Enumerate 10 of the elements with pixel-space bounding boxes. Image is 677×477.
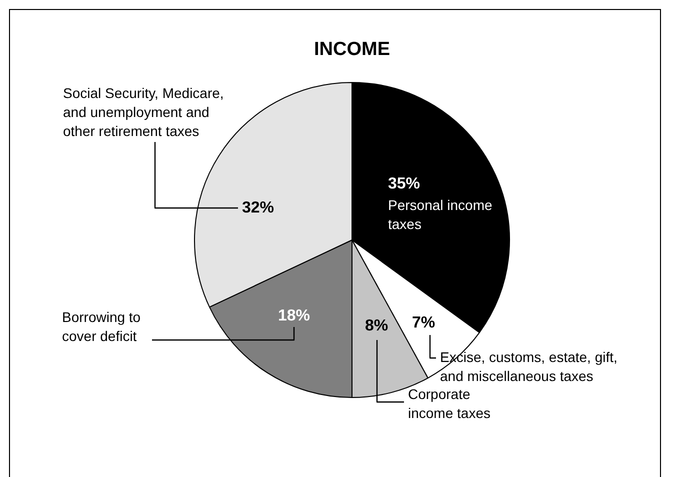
data-label: 32% xyxy=(242,199,274,216)
data-label: 8% xyxy=(365,317,388,334)
slice-label: Social Security, Medicare, and unemployment and other retirement taxes xyxy=(63,84,224,139)
data-label: 7% xyxy=(412,314,436,332)
data-label: 18% xyxy=(278,307,310,324)
slice-label: Corporate income taxes xyxy=(408,386,490,421)
slice-label: Borrowing to cover deficit xyxy=(62,308,141,344)
data-label: 35% xyxy=(388,175,420,192)
chart-title: INCOME xyxy=(314,39,390,60)
slice-label: Personal income taxes xyxy=(388,196,492,232)
